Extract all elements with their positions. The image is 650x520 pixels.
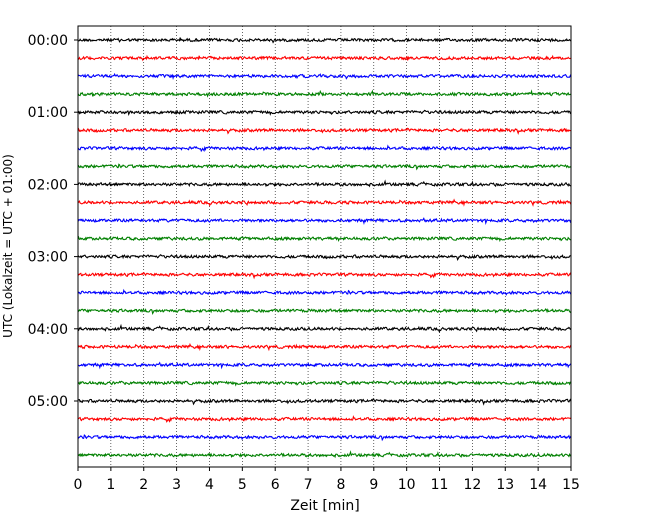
trace-21 (77, 415, 572, 423)
trace-10 (77, 217, 572, 226)
x-tick-label: 5 (238, 477, 247, 493)
x-tick-label: 11 (431, 477, 449, 493)
trace-14 (77, 288, 572, 296)
y-tick-label: 04:00 (28, 322, 68, 338)
plot-frame (77, 25, 572, 468)
x-tick-label: 1 (106, 477, 115, 493)
trace-0 (77, 37, 572, 44)
trace-23 (77, 450, 572, 459)
x-tick-label: 15 (562, 477, 580, 493)
trace-19 (77, 380, 572, 387)
trace-2 (77, 72, 572, 80)
y-tick-label: 00:00 (28, 33, 68, 49)
trace-15 (77, 308, 572, 315)
x-tick-label: 14 (529, 477, 547, 493)
x-tick-label: 2 (139, 477, 148, 493)
y-tick-label: 02:00 (28, 177, 68, 193)
x-axis-ticks: 0 1 2 3 4 5 6 7 8 9 10 11 12 13 14 15 (74, 467, 580, 493)
seismogram-traces (77, 37, 572, 459)
x-tick-label: 3 (172, 477, 181, 493)
x-tick-label: 13 (496, 477, 514, 493)
trace-13 (77, 271, 572, 280)
trace-7 (77, 163, 572, 171)
x-tick-label: 8 (336, 477, 345, 493)
x-tick-label: 9 (369, 477, 378, 493)
trace-16 (77, 323, 572, 334)
trace-6 (77, 144, 572, 153)
y-tick-label: 01:00 (28, 105, 68, 121)
trace-17 (77, 342, 572, 352)
trace-8 (77, 179, 572, 188)
x-tick-label: 6 (271, 477, 280, 493)
trace-1 (77, 54, 572, 62)
x-axis-label: Zeit [min] (290, 498, 359, 514)
x-tick-label: 7 (304, 477, 313, 493)
x-tick-label: 0 (74, 477, 83, 493)
trace-11 (77, 235, 572, 243)
trace-12 (77, 253, 572, 261)
y-tick-label: 05:00 (28, 394, 68, 410)
trace-22 (77, 434, 572, 442)
y-tick-label: 03:00 (28, 250, 68, 266)
trace-20 (77, 398, 572, 406)
trace-9 (77, 198, 572, 207)
y-axis-ticks: 00:00 01:00 02:00 03:00 04:00 05:00 (28, 33, 78, 410)
x-tick-label: 4 (205, 477, 214, 493)
trace-3 (77, 89, 572, 98)
x-tick-label: 10 (398, 477, 416, 493)
y-axis-label: UTC (Lokalzeit = UTC + 01:00) (1, 154, 15, 338)
trace-4 (77, 109, 572, 116)
trace-5 (77, 127, 572, 135)
x-tick-label: 12 (463, 477, 481, 493)
trace-18 (77, 361, 572, 370)
